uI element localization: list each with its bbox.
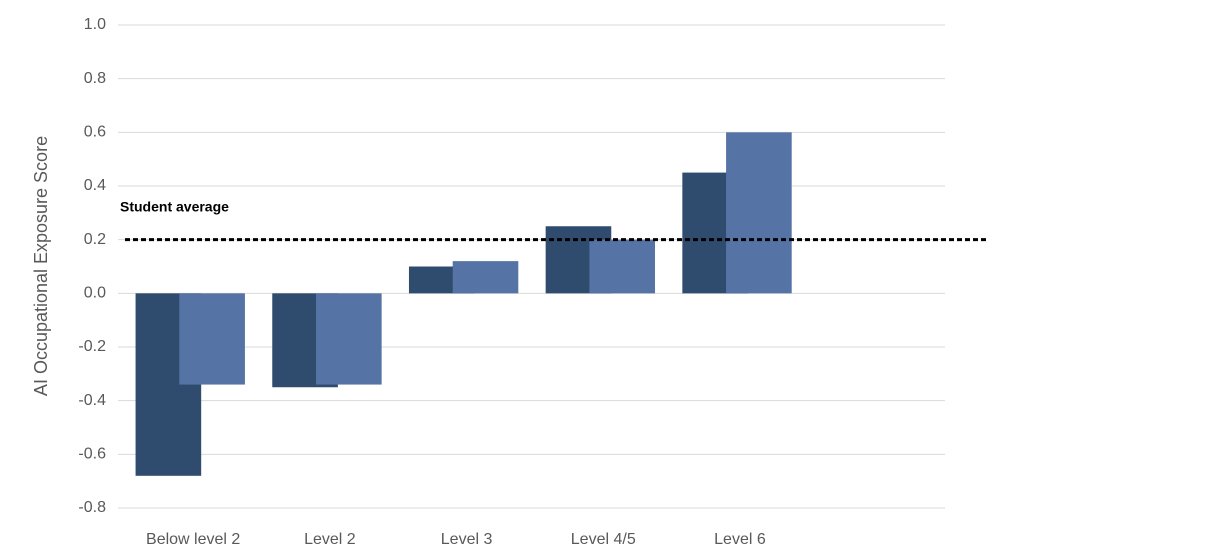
y-tick-label: -0.8 bbox=[78, 499, 106, 516]
x-tick-label: Level 3 bbox=[441, 531, 493, 548]
bar bbox=[179, 293, 245, 385]
y-tick-label: 0.0 bbox=[84, 285, 106, 302]
y-tick-label: 0.6 bbox=[84, 124, 106, 141]
reference-label: Student average bbox=[120, 198, 229, 214]
y-tick-label: 0.2 bbox=[84, 231, 106, 248]
y-tick-label: -0.4 bbox=[78, 392, 106, 409]
x-tick-label: Level 6 bbox=[714, 531, 766, 548]
y-tick-label: 0.4 bbox=[84, 177, 106, 194]
bar bbox=[589, 239, 656, 294]
y-tick-label: 1.0 bbox=[84, 16, 106, 33]
bar bbox=[452, 261, 519, 294]
x-tick-label: Level 4/5 bbox=[571, 531, 636, 548]
y-tick-label: -0.6 bbox=[78, 446, 106, 463]
y-axis-title: AI Occupational Exposure Score bbox=[31, 136, 51, 396]
y-tick-label: -0.2 bbox=[78, 338, 106, 355]
y-tick-label: 0.8 bbox=[84, 70, 106, 87]
bar bbox=[726, 132, 792, 294]
x-tick-label: Level 2 bbox=[304, 531, 356, 548]
bar bbox=[316, 293, 382, 385]
x-tick-label: Below level 2 bbox=[146, 531, 240, 548]
